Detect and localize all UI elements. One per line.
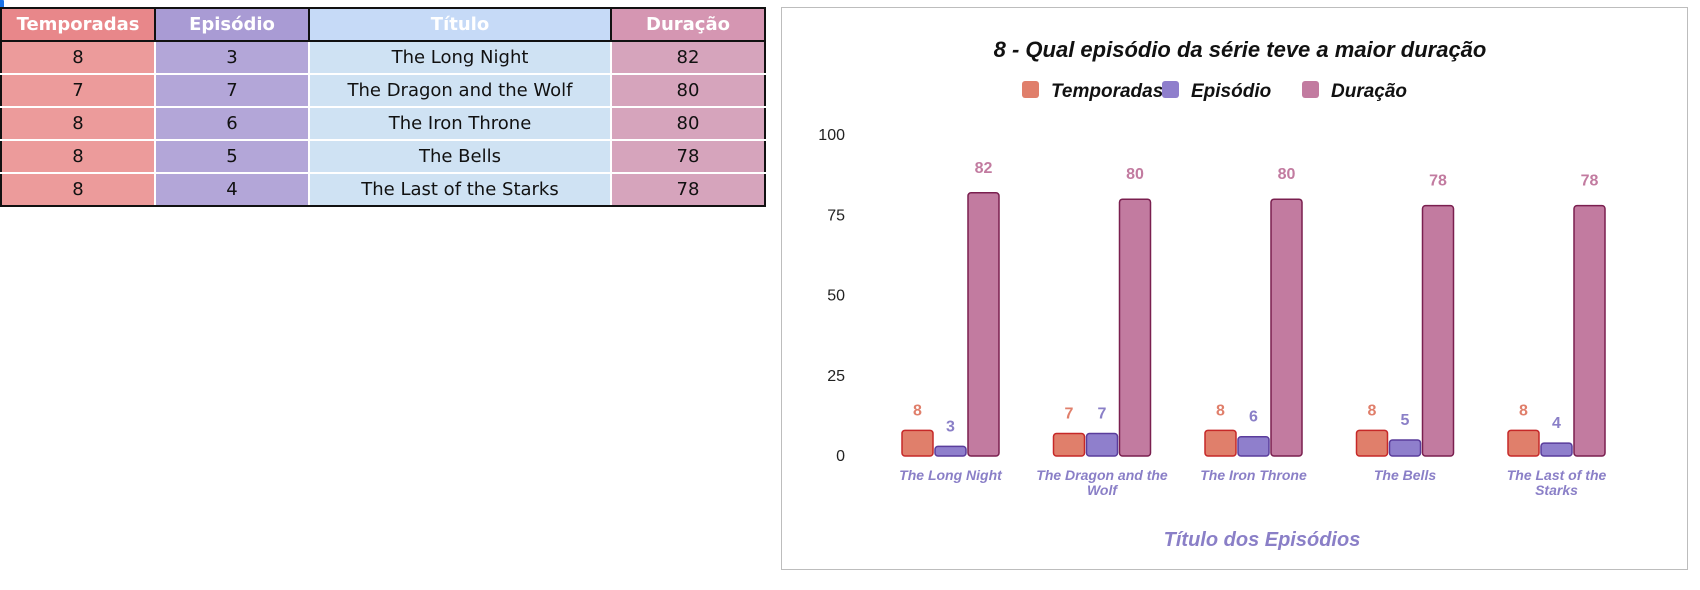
x-tick-label: The Long Night bbox=[899, 467, 1003, 483]
x-axis: The Long Night The Dragon and the WolfThe … bbox=[899, 467, 1606, 498]
bar-temporadas[interactable] bbox=[1507, 429, 1540, 457]
data-label-temporadas: 8 bbox=[913, 402, 922, 419]
data-label-episodio: 7 bbox=[1098, 406, 1107, 423]
cell-duracao[interactable]: 78 bbox=[610, 172, 766, 207]
chart-title: 8 - Qual episódio da série teve a maior … bbox=[994, 37, 1487, 62]
bar-temporadas[interactable] bbox=[1355, 429, 1389, 457]
table-row: 8 6 The Iron Throne 80 bbox=[0, 106, 766, 141]
cell-duracao[interactable]: 78 bbox=[610, 139, 766, 174]
data-label-episodio: 4 bbox=[1552, 415, 1561, 432]
data-label-duracao: 82 bbox=[975, 160, 993, 177]
data-label-episodio: 3 bbox=[946, 418, 955, 435]
x-tick-label: The Last of the Starks bbox=[1507, 467, 1607, 498]
legend-label-duracao: Duração bbox=[1331, 81, 1407, 102]
header-temporadas[interactable]: Temporadas bbox=[0, 7, 156, 42]
bars: 8 3 82 7 7 80 8 6 80 8 5 78 8 4 78 bbox=[901, 160, 1606, 457]
table-row: 8 3 The Long Night 82 bbox=[0, 40, 766, 75]
cell-titulo[interactable]: The Bells bbox=[308, 139, 612, 174]
x-tick-label-line: The Dragon and the bbox=[1036, 467, 1168, 483]
cell-temporadas[interactable]: 8 bbox=[0, 40, 156, 75]
bar-episodio[interactable] bbox=[1388, 439, 1422, 457]
chart-legend: Temporadas Episódio Duração bbox=[1022, 81, 1407, 102]
y-tick-label: 50 bbox=[827, 288, 845, 305]
data-label-temporadas: 8 bbox=[1368, 402, 1377, 419]
cell-episodio[interactable]: 5 bbox=[154, 139, 310, 174]
x-tick-label: The Bells bbox=[1374, 467, 1436, 483]
bar-chart: 8 - Qual episódio da série teve a maior … bbox=[818, 37, 1606, 551]
table-row: 8 4 The Last of the Starks 78 bbox=[0, 172, 766, 207]
data-label-duracao: 78 bbox=[1581, 173, 1599, 190]
cell-selection-handle[interactable] bbox=[0, 0, 4, 9]
bar-episodio[interactable] bbox=[1540, 442, 1573, 457]
x-tick-label: The Iron Throne bbox=[1200, 467, 1307, 483]
x-tick-label: The Dragon and the Wolf bbox=[1036, 467, 1168, 498]
cell-episodio[interactable]: 3 bbox=[154, 40, 310, 75]
x-tick-label-line: The Iron Throne bbox=[1200, 467, 1307, 483]
cell-duracao[interactable]: 80 bbox=[610, 73, 766, 108]
cell-episodio[interactable]: 6 bbox=[154, 106, 310, 141]
bar-temporadas[interactable] bbox=[901, 429, 934, 457]
data-label-temporadas: 8 bbox=[1216, 402, 1225, 419]
y-tick-label: 75 bbox=[827, 207, 845, 224]
cell-titulo[interactable]: The Last of the Starks bbox=[308, 172, 612, 207]
cell-episodio[interactable]: 7 bbox=[154, 73, 310, 108]
table-row: 7 7 The Dragon and the Wolf 80 bbox=[0, 73, 766, 108]
bar-duracao[interactable] bbox=[1573, 204, 1606, 457]
bar-temporadas[interactable] bbox=[1204, 429, 1237, 457]
header-episodio[interactable]: Episódio bbox=[154, 7, 310, 42]
bar-duracao[interactable] bbox=[967, 192, 1000, 457]
bar-episodio[interactable] bbox=[934, 445, 967, 457]
table-row: 8 5 The Bells 78 bbox=[0, 139, 766, 174]
cell-episodio[interactable]: 4 bbox=[154, 172, 310, 207]
legend-label-episodio: Episódio bbox=[1191, 81, 1271, 102]
cell-duracao[interactable]: 80 bbox=[610, 106, 766, 141]
data-label-duracao: 78 bbox=[1429, 173, 1447, 190]
legend-swatch-episodio bbox=[1162, 81, 1179, 98]
x-tick-label-line: Starks bbox=[1535, 482, 1578, 498]
header-duracao[interactable]: Duração bbox=[610, 7, 766, 42]
cell-titulo[interactable]: The Dragon and the Wolf bbox=[308, 73, 612, 108]
cell-titulo[interactable]: The Long Night bbox=[308, 40, 612, 75]
bar-temporadas[interactable] bbox=[1052, 432, 1086, 457]
cell-titulo[interactable]: The Iron Throne bbox=[308, 106, 612, 141]
data-label-temporadas: 7 bbox=[1065, 406, 1074, 423]
x-tick-label-line: The Bells bbox=[1374, 467, 1436, 483]
x-tick-label-line: The Last of the bbox=[1507, 467, 1607, 483]
y-axis: 0 25 50 75 100 bbox=[818, 127, 845, 465]
data-label-duracao: 80 bbox=[1126, 166, 1144, 183]
cell-temporadas[interactable]: 8 bbox=[0, 139, 156, 174]
legend-swatch-temporadas bbox=[1022, 81, 1039, 98]
bar-episodio[interactable] bbox=[1237, 435, 1270, 457]
data-label-duracao: 80 bbox=[1278, 166, 1296, 183]
header-titulo[interactable]: Título bbox=[308, 7, 612, 42]
cell-temporadas[interactable]: 8 bbox=[0, 106, 156, 141]
cell-temporadas[interactable]: 8 bbox=[0, 172, 156, 207]
bar-duracao[interactable] bbox=[1270, 198, 1303, 457]
x-axis-label: Título dos Episódios bbox=[1164, 529, 1361, 551]
y-tick-label: 25 bbox=[827, 368, 845, 385]
cell-duracao[interactable]: 82 bbox=[610, 40, 766, 75]
y-tick-label: 100 bbox=[818, 127, 845, 144]
legend-label-temporadas: Temporadas bbox=[1051, 81, 1163, 102]
y-tick-label: 0 bbox=[836, 448, 845, 465]
data-label-episodio: 6 bbox=[1249, 409, 1258, 426]
bar-duracao[interactable] bbox=[1118, 198, 1152, 457]
data-label-episodio: 5 bbox=[1401, 412, 1410, 429]
chart-panel[interactable]: 8 - Qual episódio da série teve a maior … bbox=[781, 7, 1688, 570]
x-tick-label-line: Wolf bbox=[1087, 482, 1118, 498]
table-header-row: Temporadas Episódio Título Duração bbox=[0, 7, 766, 42]
cell-temporadas[interactable]: 7 bbox=[0, 73, 156, 108]
bar-duracao[interactable] bbox=[1421, 204, 1455, 457]
bar-episodio[interactable] bbox=[1085, 432, 1119, 457]
legend-swatch-duracao bbox=[1302, 81, 1319, 98]
x-tick-label-line: The Long Night bbox=[899, 467, 1003, 483]
data-label-temporadas: 8 bbox=[1519, 402, 1528, 419]
data-table: Temporadas Episódio Título Duração 8 3 T… bbox=[0, 7, 766, 207]
